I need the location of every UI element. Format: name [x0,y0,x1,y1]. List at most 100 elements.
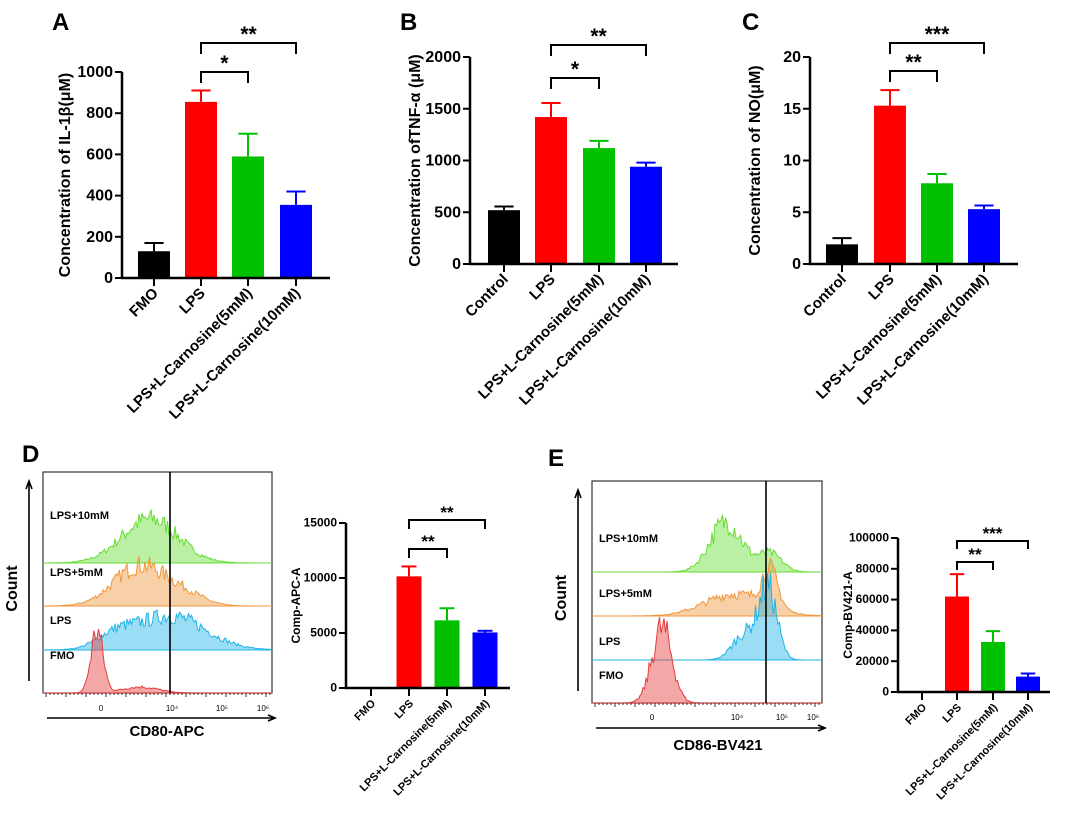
panel-label-b: B [400,9,417,36]
y-tick-label: 20 [783,49,801,66]
bar-2 [921,183,953,264]
x-tick-label: 10⁶ [257,704,269,713]
y-tick-label: 15 [783,101,801,118]
y-tick-label: 10000 [304,571,338,585]
y-tick-label: 60000 [856,592,890,606]
y-axis-arrow [574,487,582,691]
significance-label: ** [590,25,607,48]
x-tick-label: Control [800,271,850,321]
significance-bracket [408,548,448,558]
y-tick-label: 40000 [856,623,890,637]
significance-bracket [956,561,994,570]
bar-3 [280,204,312,278]
x-axis-arrow [47,714,278,722]
bar-0 [826,244,858,264]
track-label: LPS [50,615,71,627]
y-axis-label: Count [4,565,21,612]
x-tick-label: 0 [99,704,104,713]
significance-label: ** [905,51,922,74]
bar-1 [874,105,906,265]
x-tick-label: LPS [940,702,964,726]
x-tick-label: FMO [126,285,162,321]
y-tick-label: 600 [86,146,113,163]
x-axis-arrow [596,724,828,732]
y-tick-label: 1000 [425,153,461,170]
bar-1 [945,596,969,692]
y-tick-label: 20000 [856,654,890,668]
bar-2 [434,620,460,688]
bar-2 [232,156,264,278]
bar-3 [472,632,498,688]
track-label: LPS+10mM [599,533,658,545]
significance-label: * [220,52,229,75]
bar-2 [583,148,615,264]
y-axis-label: Comp-APC-A [289,567,303,643]
x-axis-label: CD80-APC [129,723,204,740]
y-tick-label: 0 [104,270,113,287]
x-tick-label: LPS [865,271,898,304]
x-tick-label: 0 [650,713,655,722]
significance-label: ** [421,532,435,551]
bar-0 [488,210,520,264]
y-tick-label: 5 [792,204,801,221]
x-tick-label: LPS [526,271,559,304]
y-axis-label: Count [553,574,570,621]
significance-label: ** [440,503,454,522]
histogram-track-lps-10mm [592,514,822,573]
track-label: LPS+5mM [50,567,103,579]
significance-bracket [550,44,647,56]
x-tick-label: FMO [352,697,378,723]
y-tick-label: 100000 [849,531,889,545]
x-tick-label: LPS [392,698,416,722]
histogram-track-lps [42,608,274,651]
histogram-track-fmo [592,617,822,704]
x-tick-label: 10⁴ [166,704,179,713]
y-axis-arrow [25,478,33,681]
significance-bracket [200,42,297,54]
bar-1 [535,117,567,264]
track-label: LPS+10mM [50,510,109,522]
significance-bracket [550,77,600,89]
x-tick-label: 10⁵ [216,704,228,713]
x-tick-label: 10⁶ [807,713,819,722]
significance-bracket [408,519,486,529]
significance-label: *** [925,23,950,46]
y-tick-label: 80000 [856,561,890,575]
bar-3 [968,209,1000,264]
panel-label-d: D [22,441,39,468]
y-tick-label: 0 [792,256,801,273]
y-tick-label: 800 [86,105,113,122]
x-axis-label: CD86-BV421 [673,737,762,754]
y-axis-label: Concentration of IL-1β(μM) [57,73,74,277]
y-tick-label: 10 [783,153,801,170]
y-tick-label: 1500 [425,101,461,118]
significance-label: *** [983,524,1003,543]
significance-label: ** [240,23,257,46]
significance-label: ** [968,545,982,564]
bar-3 [630,166,662,264]
significance-bracket [889,70,938,82]
x-tick-label: FMO [903,701,929,727]
histogram-d-hist: LPS+10mM LPS+5mM LPS FMO 0 10⁴ 10⁵ 10⁶ CD80-APC C… [4,471,278,740]
x-tick-label: 10⁴ [731,713,744,722]
x-tick-label: LPS [176,285,209,318]
track-label: FMO [50,650,75,662]
x-tick-label: Control [462,271,512,321]
histogram-track-lps [592,572,822,661]
y-tick-label: 200 [86,229,113,246]
histogram-e-hist: LPS+10mM LPS+5mM LPS FMO 0 10⁴ 10⁵ 10⁶ CD86-BV42… [553,480,828,754]
significance-bracket [956,540,1029,549]
bar-1 [185,101,217,279]
y-tick-label: 15000 [304,516,338,530]
bar-3 [1016,676,1040,692]
y-tick-label: 0 [882,685,889,699]
bar-1 [396,576,422,688]
track-label: FMO [599,670,624,682]
y-tick-label: 500 [434,204,461,221]
y-axis-label: Concentration ofTNF-α (μM) [407,54,424,266]
